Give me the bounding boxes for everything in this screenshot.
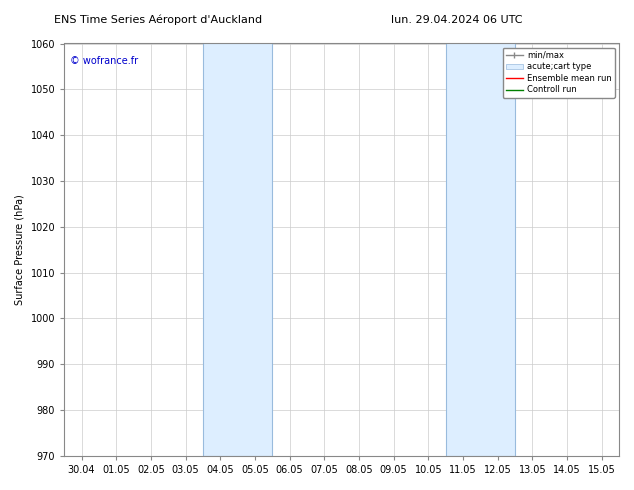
Bar [203,44,272,456]
Bar [446,44,515,456]
Text: ENS Time Series Aéroport d'Auckland: ENS Time Series Aéroport d'Auckland [55,15,262,25]
Legend: min/max, acute;cart type, Ensemble mean run, Controll run: min/max, acute;cart type, Ensemble mean … [503,48,615,98]
Text: lun. 29.04.2024 06 UTC: lun. 29.04.2024 06 UTC [391,15,522,24]
Y-axis label: Surface Pressure (hPa): Surface Pressure (hPa) [15,195,25,305]
Text: © wofrance.fr: © wofrance.fr [70,56,138,66]
